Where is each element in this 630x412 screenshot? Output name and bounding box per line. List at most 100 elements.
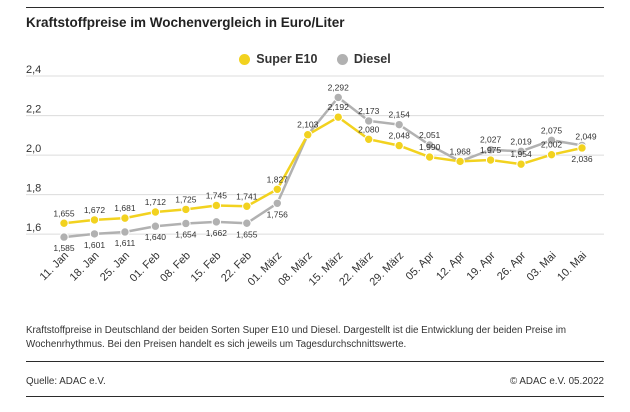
data-label-super-e10: 1,672 [84, 205, 106, 215]
data-point-super-e10 [303, 130, 313, 140]
x-tick-label: 19. Apr [465, 249, 498, 282]
data-label-super-e10: 2,080 [358, 124, 380, 134]
data-label-super-e10: 1,954 [510, 149, 532, 159]
data-label-diesel: 1,756 [267, 209, 289, 219]
legend-item-super-e10: Super E10 [239, 52, 317, 66]
data-point-super-e10 [150, 207, 161, 217]
data-label-diesel: 2,292 [328, 82, 350, 92]
data-point-super-e10 [242, 201, 252, 211]
series-line-super-e10 [63, 115, 583, 225]
data-label-diesel: 2,051 [419, 130, 441, 140]
data-label-super-e10: 1,655 [53, 208, 75, 218]
data-point-super-e10 [485, 155, 496, 165]
data-point-diesel [394, 119, 404, 130]
data-point-super-e10 [455, 156, 465, 167]
x-tick-label: 15. Feb [189, 250, 224, 285]
footer-rule [26, 361, 604, 362]
data-label-super-e10: 1,712 [145, 197, 167, 207]
x-tick-label: 10. Mai [555, 250, 589, 284]
data-label-super-e10: 1,725 [175, 194, 197, 204]
data-label-super-e10: 1,990 [419, 142, 441, 152]
data-point-diesel [242, 218, 252, 228]
data-point-diesel [424, 140, 435, 150]
data-label-super-e10: 1,975 [480, 145, 502, 155]
data-label-super-e10: 2,103 [297, 120, 319, 130]
data-label-diesel: 1,585 [53, 243, 75, 253]
data-point-diesel [516, 146, 526, 157]
copyright-note: © ADAC e.V. 05.2022 [509, 376, 604, 387]
data-point-super-e10 [89, 215, 100, 225]
legend-swatch-diesel [336, 53, 348, 65]
data-point-diesel [364, 116, 374, 126]
chart-description: Kraftstoffpreise in Deutschland der beid… [26, 325, 567, 350]
x-tick-label: 08. Feb [158, 250, 193, 285]
data-label-super-e10: 2,048 [389, 131, 411, 141]
data-point-super-e10 [424, 152, 435, 162]
data-label-diesel: 2,027 [480, 135, 502, 145]
data-label-diesel: 2,154 [389, 110, 411, 120]
data-label-super-e10: 1,827 [267, 174, 289, 184]
data-point-diesel [120, 227, 130, 237]
source-note: Quelle: ADAC e.V. [26, 376, 106, 387]
data-label-diesel: 1,601 [84, 240, 106, 250]
data-label-diesel: 1,655 [236, 229, 258, 239]
legend-label-super-e10: Super E10 [256, 52, 318, 66]
y-tick-label: 2,2 [26, 104, 41, 116]
x-tick-label: 11. Jan [38, 250, 71, 283]
data-label-diesel: 1,662 [206, 228, 228, 238]
x-tick-label: 26. Apr [495, 249, 528, 282]
data-label-super-e10: 2,192 [328, 102, 350, 112]
data-label-diesel: 2,049 [575, 131, 597, 141]
data-label-diesel: 2,019 [510, 136, 532, 146]
data-label-diesel: 1,654 [175, 229, 197, 239]
bottom-rule [26, 396, 604, 397]
data-point-diesel [181, 218, 191, 229]
x-tick-label: 03. Mai [525, 250, 559, 284]
y-tick-label: 2,4 [26, 64, 41, 76]
data-point-diesel [485, 145, 496, 155]
data-point-diesel [211, 217, 222, 227]
data-label-diesel: 1,640 [145, 232, 167, 242]
data-label-super-e10: 1,681 [114, 203, 136, 213]
x-tick-label: 25. Jan [98, 250, 132, 284]
data-label-super-e10: 1,741 [236, 191, 258, 201]
data-point-diesel [272, 198, 282, 208]
legend-label-diesel: Diesel [353, 52, 391, 66]
y-tick-label: 2,0 [26, 143, 41, 155]
legend-item-diesel: Diesel [336, 52, 391, 66]
data-point-super-e10 [272, 184, 282, 194]
chart-title: Kraftstoffpreise im Wochenvergleich in E… [26, 15, 345, 30]
x-tick-label: 29. März [368, 250, 407, 289]
y-tick-label: 1,8 [26, 183, 41, 195]
data-point-diesel [89, 229, 100, 239]
x-tick-label: 05. Apr [404, 249, 437, 282]
data-point-super-e10 [120, 213, 130, 223]
y-tick-label: 1,6 [26, 222, 41, 234]
data-label-diesel: 1,611 [115, 238, 136, 248]
data-label-super-e10: 2,036 [571, 154, 593, 164]
data-point-super-e10 [546, 149, 557, 160]
data-label-super-e10: 1,968 [449, 146, 471, 156]
data-point-super-e10 [577, 143, 587, 153]
top-rule [26, 7, 604, 8]
data-label-super-e10: 2,002 [541, 140, 563, 150]
legend: Super E10 Diesel [0, 52, 630, 68]
data-point-diesel [59, 232, 69, 242]
data-point-super-e10 [211, 200, 222, 211]
data-point-diesel [546, 135, 557, 145]
data-label-diesel: 2,075 [541, 125, 563, 135]
data-label-super-e10: 1,745 [206, 190, 228, 200]
data-point-super-e10 [516, 159, 526, 169]
data-point-super-e10 [394, 140, 404, 151]
data-point-super-e10 [59, 218, 69, 228]
data-point-super-e10 [364, 134, 374, 144]
data-point-diesel [333, 92, 343, 103]
data-point-super-e10 [181, 204, 191, 215]
x-tick-label: 01. Feb [128, 250, 163, 285]
x-tick-label: 18. Jan [68, 250, 102, 284]
data-point-super-e10 [333, 112, 343, 122]
series-line-diesel [63, 96, 583, 239]
x-tick-label: 12. Apr [434, 249, 467, 282]
data-label-diesel: 2,173 [358, 106, 380, 116]
